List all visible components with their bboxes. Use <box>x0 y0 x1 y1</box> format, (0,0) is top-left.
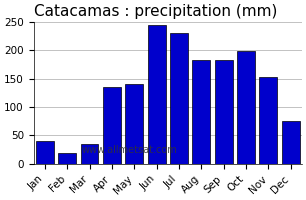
Bar <box>103 87 121 164</box>
Bar <box>125 84 143 164</box>
Bar <box>36 141 54 164</box>
Bar <box>215 60 233 164</box>
Text: www.allmetsat.com: www.allmetsat.com <box>82 145 178 155</box>
Text: Catacamas : precipitation (mm): Catacamas : precipitation (mm) <box>34 4 277 19</box>
Bar <box>147 25 166 164</box>
Bar <box>80 144 99 164</box>
Bar <box>259 77 277 164</box>
Bar <box>192 60 210 164</box>
Bar <box>282 121 300 164</box>
Bar <box>170 33 188 164</box>
Bar <box>237 51 255 164</box>
Bar <box>58 153 76 164</box>
